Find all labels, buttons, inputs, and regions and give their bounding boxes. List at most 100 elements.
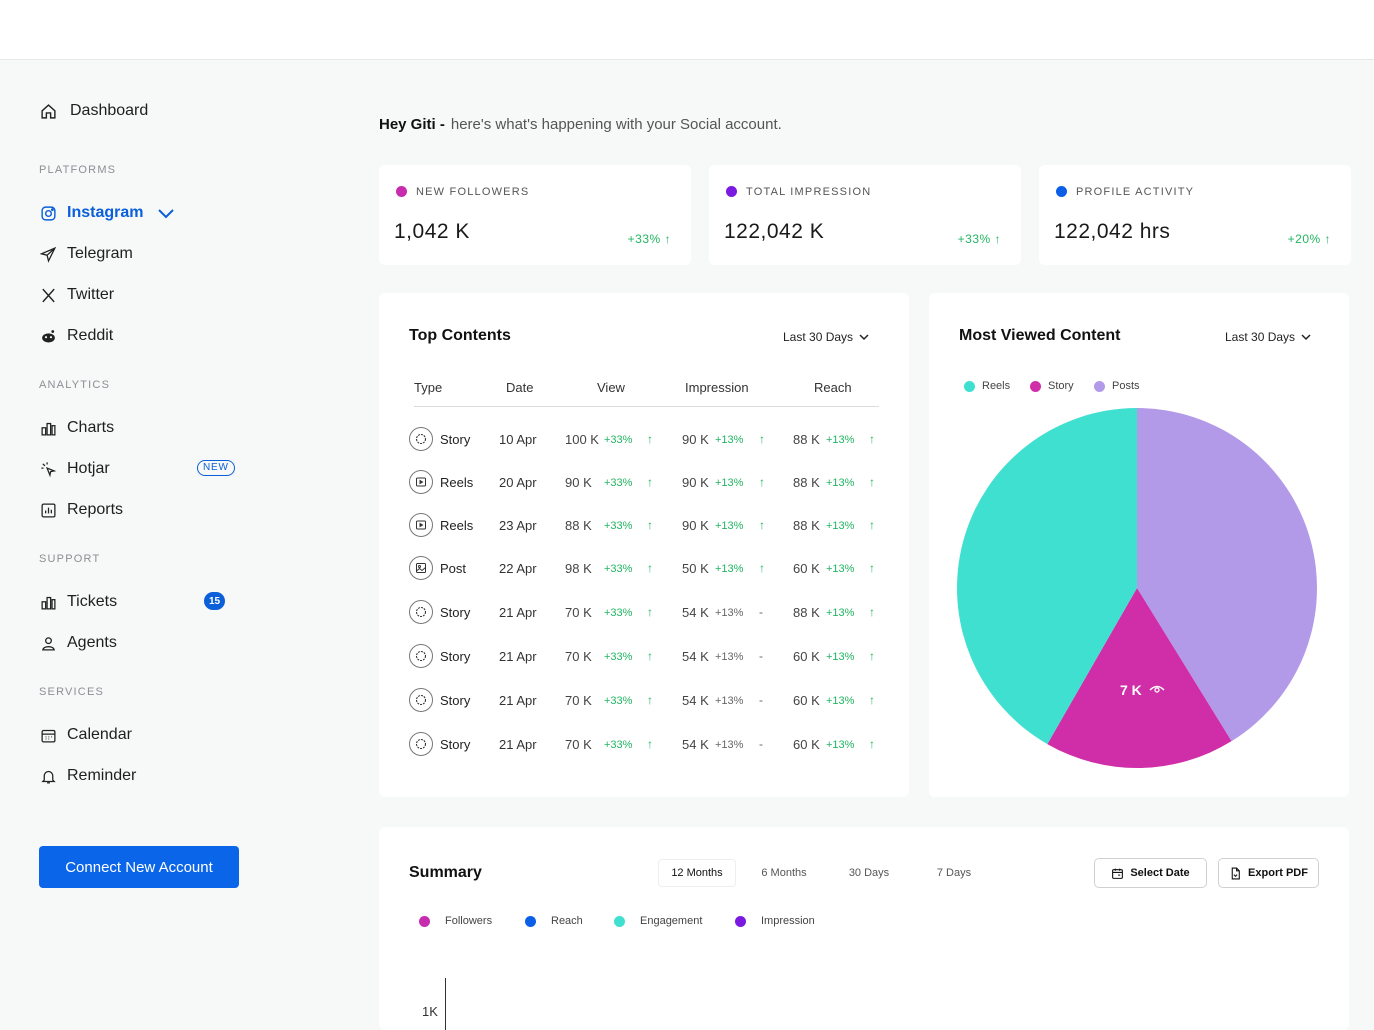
content-date: 21 Apr: [499, 737, 537, 752]
impression-value: 90 K: [682, 475, 709, 490]
stat-delta: +20% ↑: [1287, 232, 1331, 246]
export-pdf-label: Export PDF: [1248, 867, 1308, 879]
reach-percent: +13%: [826, 651, 855, 663]
table-row[interactable]: Story 21 Apr 70 K +33% ↑ 54 K +13% - 60 K +13% ↑: [379, 730, 909, 760]
content-date: 21 Apr: [499, 605, 537, 620]
column-header-view[interactable]: View: [597, 380, 625, 395]
view-percent: +33%: [604, 434, 633, 446]
view-value: 90 K: [565, 475, 592, 490]
range-select[interactable]: Last 30 Days: [783, 330, 869, 344]
column-header-date[interactable]: Date: [506, 380, 534, 395]
legend-item-story: Story: [1030, 380, 1074, 392]
tab-6-months[interactable]: 6 Months: [761, 867, 807, 879]
pie-slice-story[interactable]: [1047, 588, 1232, 768]
sidebar-item-label: Instagram: [67, 204, 144, 221]
tab-7-days[interactable]: 7 Days: [936, 867, 972, 879]
sidebar-item-charts[interactable]: Charts: [39, 416, 114, 440]
up-arrow-icon: ↑: [647, 649, 653, 663]
export-pdf-button[interactable]: Export PDF: [1218, 858, 1319, 888]
reach-percent: +13%: [826, 563, 855, 575]
reddit-icon: [39, 327, 57, 345]
section-label-analytics: ANALYTICS: [39, 379, 111, 391]
table-row[interactable]: Story 10 Apr 100 K +33% ↑ 90 K +13% ↑ 88 K +13% ↑: [379, 425, 909, 455]
impression-value: 50 K: [682, 561, 709, 576]
range-select[interactable]: Last 30 Days: [1225, 330, 1311, 344]
sidebar-item-calendar[interactable]: Calendar: [39, 723, 132, 747]
pie-slice-reels[interactable]: [956, 408, 1137, 745]
reach-percent: +13%: [826, 434, 855, 446]
reach-value: 60 K: [793, 561, 820, 576]
pie-chart: 7 K: [956, 408, 1317, 768]
content-date: 22 Apr: [499, 561, 537, 576]
column-header-impression[interactable]: Impression: [685, 380, 749, 395]
tab-30-days[interactable]: 30 Days: [848, 867, 890, 879]
reach-value: 60 K: [793, 649, 820, 664]
pie-slice-posts[interactable]: [1137, 408, 1317, 742]
connect-new-account-button[interactable]: Connect New Account: [39, 846, 239, 888]
table-row[interactable]: Reels 23 Apr 88 K +33% ↑ 90 K +13% ↑ 88 K +13% ↑: [379, 511, 909, 541]
column-header-type[interactable]: Type: [414, 380, 443, 395]
sidebar-item-reddit[interactable]: Reddit: [39, 324, 113, 348]
content-type: Story: [440, 693, 471, 708]
sidebar-item-hotjar[interactable]: Hotjar: [39, 457, 110, 481]
panel-title: Summary: [409, 864, 482, 881]
sidebar-item-tickets[interactable]: Tickets: [39, 590, 117, 614]
flat-dash-icon: -: [759, 649, 763, 663]
sidebar-item-label: Reports: [67, 501, 124, 518]
impression-percent: +13%: [715, 520, 744, 532]
legend-label: Engagement: [640, 915, 703, 927]
content-type: Reels: [440, 518, 474, 533]
up-arrow-icon: ↑: [647, 432, 653, 446]
y-axis-tick-label: 1K: [422, 1004, 438, 1019]
table-row[interactable]: Post 22 Apr 98 K +33% ↑ 50 K +13% ↑ 60 K +13% ↑: [379, 554, 909, 584]
column-header-reach[interactable]: Reach: [814, 380, 852, 395]
calendar-icon: [1112, 868, 1124, 879]
greeting: Hey Giti - here's what's happening with y…: [379, 116, 782, 133]
sidebar-item-agents[interactable]: Agents: [39, 631, 117, 655]
legend-item-engagement: Engagement: [614, 915, 702, 927]
select-date-button[interactable]: Select Date: [1094, 858, 1207, 888]
table-divider: [414, 406, 879, 407]
legend-dot: [964, 380, 975, 392]
view-value: 100 K: [565, 432, 599, 447]
sidebar-item-label: Telegram: [67, 245, 133, 262]
table-row[interactable]: Reels 20 Apr 90 K +33% ↑ 90 K +13% ↑ 88 K +13% ↑: [379, 468, 909, 498]
new-badge: NEW: [197, 460, 235, 476]
sidebar-item-telegram[interactable]: Telegram: [39, 242, 133, 266]
section-label-support: SUPPORT: [39, 553, 101, 565]
up-arrow-icon: ↑: [869, 605, 875, 619]
stat-value: 122,042 hrs: [1054, 220, 1171, 243]
flat-dash-icon: -: [759, 737, 763, 751]
impression-percent: +13%: [715, 434, 744, 446]
table-row[interactable]: Story 21 Apr 70 K +33% ↑ 54 K +13% - 60 K +13% ↑: [379, 686, 909, 716]
sidebar-item-reminder[interactable]: Reminder: [39, 764, 136, 788]
status-dot: [1056, 186, 1067, 197]
content-date: 20 Apr: [499, 475, 537, 490]
sidebar-item-twitter[interactable]: Twitter: [39, 283, 114, 307]
eye-icon: [1149, 685, 1165, 693]
summary-panel: Summary 12 Months 6 Months 30 Days 7 Day…: [379, 827, 1349, 1030]
chevron-down-icon[interactable]: [157, 207, 175, 219]
sidebar-item-reports[interactable]: Reports: [39, 498, 123, 522]
impression-value: 54 K: [682, 649, 709, 664]
sidebar-item-instagram[interactable]: Instagram: [39, 201, 175, 225]
story-icon: [409, 644, 433, 668]
up-arrow-icon: ↑: [759, 475, 765, 489]
reach-value: 88 K: [793, 605, 820, 620]
calendar-icon: [39, 726, 57, 744]
panel-title: Top Contents: [409, 327, 511, 344]
reels-icon: [409, 470, 433, 494]
table-row[interactable]: Story 21 Apr 70 K +33% ↑ 54 K +13% - 88 K +13% ↑: [379, 598, 909, 628]
legend-dot: [735, 915, 746, 927]
up-arrow-icon: ↑: [869, 432, 875, 446]
impression-percent: +13%: [715, 695, 744, 707]
tab-12-months[interactable]: 12 Months: [658, 859, 736, 887]
content-type: Post: [440, 561, 467, 576]
stat-card-new-followers: NEW FOLLOWERS 1,042 K +33% ↑: [379, 165, 691, 265]
table-row[interactable]: Story 21 Apr 70 K +33% ↑ 54 K +13% - 60 K +13% ↑: [379, 642, 909, 672]
impression-value: 54 K: [682, 693, 709, 708]
section-label-platforms: PLATFORMS: [39, 164, 117, 176]
sidebar-item-label: Dashboard: [70, 102, 149, 119]
sidebar-item-label: Calendar: [67, 726, 132, 743]
sidebar-item-dashboard[interactable]: Dashboard: [39, 99, 148, 123]
